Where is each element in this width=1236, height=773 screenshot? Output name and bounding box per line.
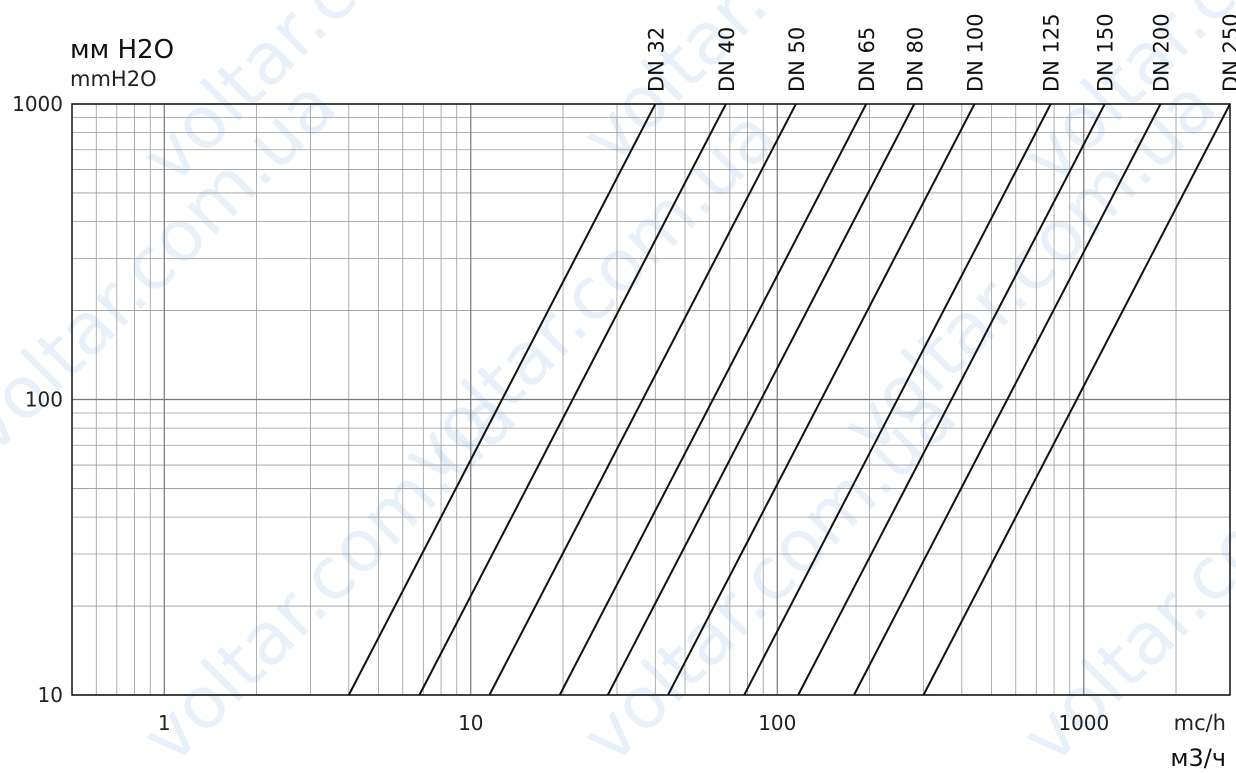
series-label: DN 65 — [855, 27, 879, 92]
series-line — [922, 103, 1231, 696]
series-labels: DN 32 DN 40 DN 50 DN 65 DN 80 DN 100 DN 125 DN … — [644, 13, 1236, 92]
series-line — [667, 103, 976, 696]
series-label: DN 250 — [1219, 13, 1236, 92]
x-tick-label: 1 — [158, 711, 171, 735]
series-label: DN 200 — [1150, 13, 1174, 92]
x-tick-label: 1000 — [1058, 711, 1109, 735]
x-tick-labels: 1 10 100 1000 — [158, 711, 1109, 735]
series-label: DN 50 — [785, 27, 809, 92]
series-label: DN 125 — [1040, 13, 1064, 92]
series-line — [853, 103, 1162, 696]
series-label: DN 100 — [964, 13, 988, 92]
x-tick-label: 10 — [458, 711, 483, 735]
series-line — [418, 103, 727, 696]
y-tick-label: 10 — [38, 683, 63, 707]
series-label: DN 80 — [903, 27, 927, 92]
y-axis-label-sub: mmH2O — [70, 67, 157, 91]
y-axis-label-main: мм H2O — [70, 35, 174, 65]
series-line — [558, 103, 868, 696]
y-tick-label: 100 — [25, 388, 63, 412]
series-line — [606, 103, 916, 696]
series-line — [488, 103, 797, 696]
series-lines — [347, 103, 1231, 696]
plot-frame — [71, 103, 1231, 696]
y-tick-labels: 10 100 1000 — [12, 92, 63, 707]
x-axis-label-unit: mc/h — [1174, 711, 1226, 735]
series-label: DN 150 — [1094, 13, 1118, 92]
series-line — [797, 103, 1106, 696]
x-tick-label: 100 — [758, 711, 796, 735]
y-tick-label: 1000 — [12, 92, 63, 116]
series-label: DN 40 — [715, 27, 739, 92]
series-line — [743, 103, 1052, 696]
series-line — [347, 103, 657, 696]
series-label: DN 32 — [644, 27, 668, 92]
x-axis-label-main: м3/ч — [1170, 744, 1226, 772]
